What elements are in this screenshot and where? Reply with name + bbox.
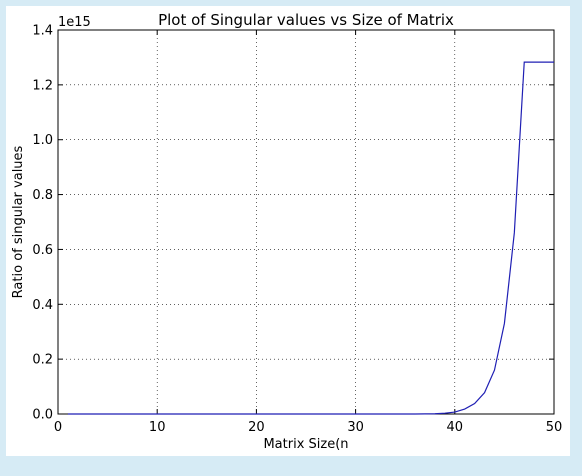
- x-tick-label: 0: [54, 420, 62, 435]
- figure: 0 10 20 30 40 50 0.0 0.2 0.4 0.6 0.8 1.0 1.2 1.4 Plot…: [6, 6, 570, 456]
- x-tick-label: 20: [248, 420, 265, 435]
- grid: [57, 29, 555, 415]
- y-tick-label: 1.4: [32, 24, 53, 39]
- y-tick-label: 0.0: [32, 408, 53, 423]
- y-tick-label: 1.2: [32, 78, 53, 93]
- x-axis-label: Matrix Size(n: [263, 437, 348, 452]
- y-offset-label: 1e15: [58, 15, 91, 30]
- x-tick-label: 50: [546, 420, 563, 435]
- series-line: [67, 61, 554, 415]
- x-tick-label: 10: [149, 420, 166, 435]
- chart-title: Plot of Singular values vs Size of Matri…: [158, 11, 454, 29]
- x-tick-label: 30: [347, 420, 364, 435]
- y-tick-label: 1.0: [32, 133, 53, 148]
- y-tick-label: 0.6: [32, 243, 53, 258]
- plot-frame: [57, 29, 555, 415]
- y-tick-label: 0.8: [32, 188, 53, 203]
- tick-labels: 0 10 20 30 40 50 0.0 0.2 0.4 0.6 0.8 1.0 1.2 1.4: [32, 24, 562, 436]
- x-tick-label: 40: [447, 420, 464, 435]
- y-tick-label: 0.2: [32, 353, 53, 368]
- ticks: [57, 29, 555, 415]
- y-axis-label: Ratio of singular values: [11, 145, 26, 298]
- y-tick-label: 0.4: [32, 298, 53, 313]
- singular-values-chart: 0 10 20 30 40 50 0.0 0.2 0.4 0.6 0.8 1.0 1.2 1.4 Plot…: [11, 11, 562, 452]
